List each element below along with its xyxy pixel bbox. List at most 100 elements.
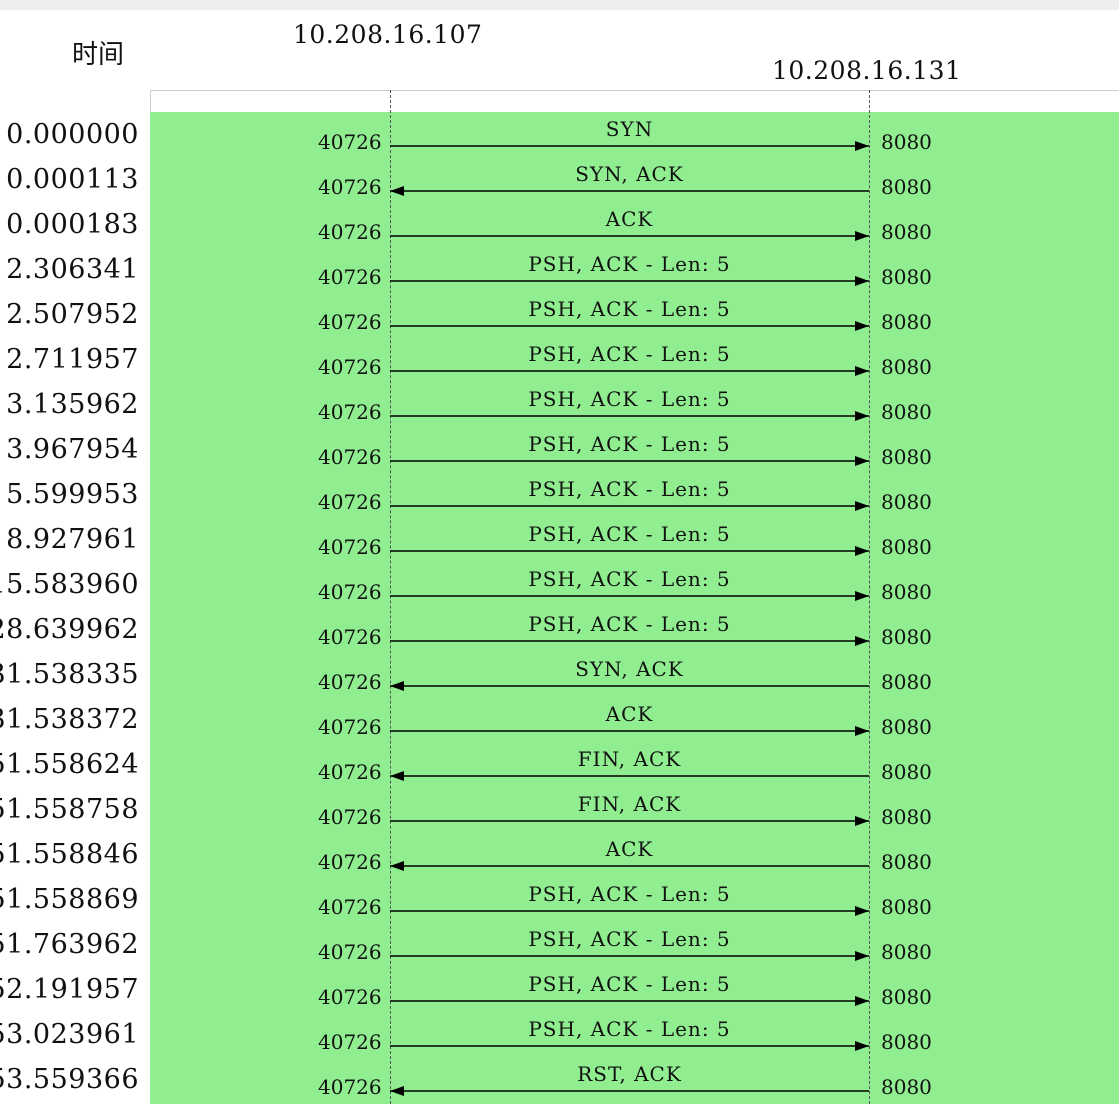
flow-row[interactable]: 53.023961 40726 PSH, ACK - Len: 5 8080 <box>0 1013 1119 1058</box>
destination-port: 8080 <box>881 1075 932 1099</box>
row-time: 28.639962 <box>0 614 139 645</box>
arrow-head <box>855 816 869 826</box>
host-a-lifeline <box>390 90 391 1104</box>
destination-port: 8080 <box>881 490 932 514</box>
destination-port: 8080 <box>881 940 932 964</box>
top-bar <box>0 0 1119 10</box>
arrow-right-icon <box>390 816 869 826</box>
arrow-head <box>390 186 404 196</box>
row-time: 53.559366 <box>0 1064 139 1095</box>
arrow-right-icon <box>390 1041 869 1051</box>
packet-flags: PSH, ACK - Len: 5 <box>528 477 731 501</box>
arrow-right-icon <box>390 636 869 646</box>
flow-row[interactable]: 3.967954 40726 PSH, ACK - Len: 5 8080 <box>0 428 1119 473</box>
flow-row[interactable]: 51.558758 40726 FIN, ACK 8080 <box>0 788 1119 833</box>
source-port: 40726 <box>318 445 382 469</box>
flow-row[interactable]: 28.639962 40726 PSH, ACK - Len: 5 8080 <box>0 608 1119 653</box>
row-time: 2.507952 <box>6 299 139 330</box>
flow-row[interactable]: 51.558869 40726 PSH, ACK - Len: 5 8080 <box>0 878 1119 923</box>
host-a-header[interactable]: 10.208.16.107 <box>293 20 483 49</box>
source-port: 40726 <box>318 760 382 784</box>
flow-row[interactable]: 0.000113 40726 SYN, ACK 8080 <box>0 158 1119 203</box>
source-port: 40726 <box>318 310 382 334</box>
flow-row[interactable]: 52.191957 40726 PSH, ACK - Len: 5 8080 <box>0 968 1119 1013</box>
destination-port: 8080 <box>881 175 932 199</box>
row-time: 51.763962 <box>0 929 139 960</box>
arrow-head <box>390 771 404 781</box>
source-port: 40726 <box>318 985 382 1009</box>
arrow-head <box>855 906 869 916</box>
flow-row[interactable]: 31.538372 40726 ACK 8080 <box>0 698 1119 743</box>
destination-port: 8080 <box>881 220 932 244</box>
destination-port: 8080 <box>881 670 932 694</box>
arrow-head <box>855 996 869 1006</box>
packet-flags: PSH, ACK - Len: 5 <box>528 522 731 546</box>
host-b-header[interactable]: 10.208.16.131 <box>772 56 962 85</box>
source-port: 40726 <box>318 715 382 739</box>
packet-flags: FIN, ACK <box>577 747 682 771</box>
source-port: 40726 <box>318 265 382 289</box>
flow-row[interactable]: 31.538335 40726 SYN, ACK 8080 <box>0 653 1119 698</box>
arrow-right-icon <box>390 726 869 736</box>
source-port: 40726 <box>318 1075 382 1099</box>
flow-row[interactable]: 51.763962 40726 PSH, ACK - Len: 5 8080 <box>0 923 1119 968</box>
flow-row[interactable]: 51.558624 40726 FIN, ACK 8080 <box>0 743 1119 788</box>
destination-port: 8080 <box>881 400 932 424</box>
flow-row[interactable]: 53.559366 40726 RST, ACK 8080 <box>0 1058 1119 1103</box>
row-time: 0.000113 <box>6 164 139 195</box>
row-time: 3.967954 <box>6 434 139 465</box>
row-time: 31.538335 <box>0 659 139 690</box>
source-port: 40726 <box>318 490 382 514</box>
flow-row[interactable]: 2.711957 40726 PSH, ACK - Len: 5 8080 <box>0 338 1119 383</box>
time-column-header: 时间 <box>72 40 125 70</box>
arrow-head <box>855 276 869 286</box>
flow-row[interactable]: 2.507952 40726 PSH, ACK - Len: 5 8080 <box>0 293 1119 338</box>
packet-flags: PSH, ACK - Len: 5 <box>528 972 731 996</box>
flow-row[interactable]: 0.000183 40726 ACK 8080 <box>0 203 1119 248</box>
arrow-left-icon <box>390 186 869 196</box>
row-time: 51.558846 <box>0 839 139 870</box>
arrow-head <box>855 591 869 601</box>
source-port: 40726 <box>318 850 382 874</box>
destination-port: 8080 <box>881 895 932 919</box>
source-port: 40726 <box>318 895 382 919</box>
row-time: 2.711957 <box>6 344 139 375</box>
row-time: 5.599953 <box>6 479 139 510</box>
arrow-right-icon <box>390 276 869 286</box>
source-port: 40726 <box>318 130 382 154</box>
flow-row[interactable]: 5.599953 40726 PSH, ACK - Len: 5 8080 <box>0 473 1119 518</box>
packet-flags: PSH, ACK - Len: 5 <box>528 927 731 951</box>
arrow-head <box>855 411 869 421</box>
arrow-right-icon <box>390 231 869 241</box>
flow-row[interactable]: 3.135962 40726 PSH, ACK - Len: 5 8080 <box>0 383 1119 428</box>
packet-flags: SYN, ACK <box>575 162 684 186</box>
destination-port: 8080 <box>881 760 932 784</box>
destination-port: 8080 <box>881 715 932 739</box>
arrow-right-icon <box>390 501 869 511</box>
destination-port: 8080 <box>881 130 932 154</box>
arrow-left-icon <box>390 771 869 781</box>
packet-flags: PSH, ACK - Len: 5 <box>528 882 731 906</box>
arrow-right-icon <box>390 411 869 421</box>
flow-row[interactable]: 0.000000 40726 SYN 8080 <box>0 113 1119 158</box>
host-b-lifeline <box>869 90 870 1104</box>
packet-flags: SYN <box>605 117 654 141</box>
flow-row[interactable]: 8.927961 40726 PSH, ACK - Len: 5 8080 <box>0 518 1119 563</box>
flow-row[interactable]: 2.306341 40726 PSH, ACK - Len: 5 8080 <box>0 248 1119 293</box>
arrow-head <box>390 861 404 871</box>
arrow-head <box>855 141 869 151</box>
destination-port: 8080 <box>881 625 932 649</box>
destination-port: 8080 <box>881 355 932 379</box>
row-time: 53.023961 <box>0 1019 139 1050</box>
destination-port: 8080 <box>881 535 932 559</box>
arrow-right-icon <box>390 141 869 151</box>
destination-port: 8080 <box>881 805 932 829</box>
row-time: 51.558869 <box>0 884 139 915</box>
arrow-head <box>855 366 869 376</box>
destination-port: 8080 <box>881 265 932 289</box>
source-port: 40726 <box>318 940 382 964</box>
flow-row[interactable]: 51.558846 40726 ACK 8080 <box>0 833 1119 878</box>
source-port: 40726 <box>318 580 382 604</box>
row-time: 0.000000 <box>6 119 139 150</box>
flow-row[interactable]: 15.583960 40726 PSH, ACK - Len: 5 8080 <box>0 563 1119 608</box>
